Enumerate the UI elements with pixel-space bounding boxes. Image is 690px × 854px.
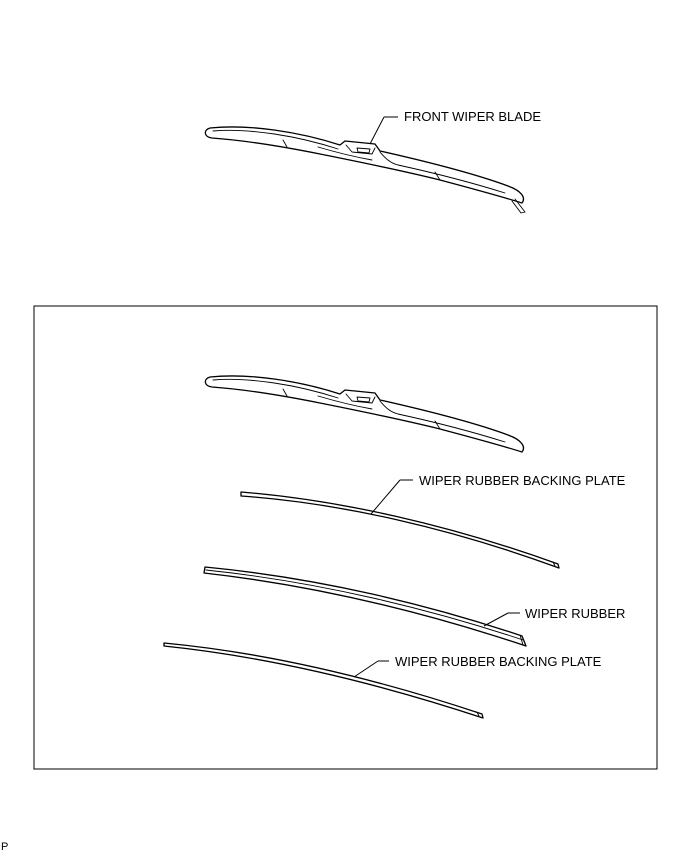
wiper-rubber: [203, 566, 527, 647]
label-backing-plate-upper: WIPER RUBBER BACKING PLATE: [419, 473, 626, 488]
leader-backing-plate-upper: [370, 479, 401, 515]
label-front-wiper-blade: FRONT WIPER BLADE: [404, 109, 541, 124]
leader-front-wiper-blade: [369, 116, 385, 145]
leader-wiper-rubber: [483, 612, 509, 627]
label-backing-plate-lower: WIPER RUBBER BACKING PLATE: [395, 654, 602, 669]
leader-backing-plate-lower: [353, 660, 379, 678]
wiper-rubber-backing-plate-lower: [163, 642, 484, 719]
front-wiper-blade-disassembled: [204, 375, 525, 453]
exploded-view-frame: [33, 305, 658, 770]
front-wiper-blade-assembled: [204, 126, 526, 214]
label-wiper-rubber: WIPER RUBBER: [525, 606, 625, 621]
wiper-rubber-backing-plate-upper: [240, 491, 560, 569]
corner-mark: P: [1, 841, 9, 853]
